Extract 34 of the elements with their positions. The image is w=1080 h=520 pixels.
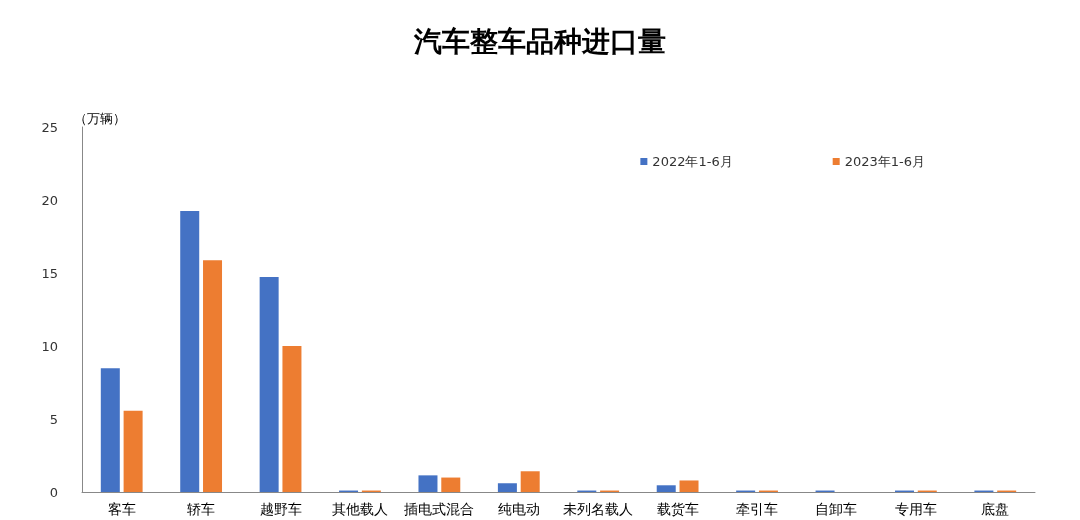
bar	[441, 477, 461, 492]
x-tick-label: 自卸车	[815, 501, 858, 517]
x-tick-label: 载货车	[656, 501, 699, 517]
legend-label: 2023年1-6月	[844, 154, 926, 169]
x-tick-label: 其他载人	[331, 501, 388, 517]
y-tick-label: 0	[49, 484, 58, 500]
bar	[418, 475, 438, 492]
y-tick-label: 10	[41, 338, 58, 354]
x-tick-label: 底盘	[981, 501, 1010, 517]
x-tick-label: 插电式混合	[404, 501, 475, 517]
y-tick-label: 15	[41, 265, 58, 281]
bar	[259, 276, 279, 492]
y-tick-label: 5	[49, 411, 58, 427]
x-tick-label: 客车	[107, 501, 136, 517]
y-tick-label: 20	[41, 192, 58, 208]
x-tick-label: 轿车	[187, 501, 216, 517]
chart-title: 汽车整车品种进口量	[413, 24, 666, 58]
bar	[656, 485, 676, 492]
x-tick-label: 未列名载人	[563, 501, 634, 517]
bar	[497, 483, 517, 492]
x-tick-label: 牵引车	[736, 501, 779, 517]
bar	[520, 471, 540, 492]
y-axis-title: （万辆）	[74, 111, 126, 126]
x-tick-label: 纯电动	[497, 501, 540, 517]
x-tick-label: 专用车	[894, 501, 937, 517]
bar	[123, 410, 143, 492]
bar	[679, 480, 699, 492]
y-tick-label: 25	[41, 119, 58, 135]
x-tick-label: 越野车	[259, 501, 302, 517]
bar	[282, 346, 302, 492]
legend-label: 2022年1-6月	[652, 154, 733, 169]
bar	[180, 211, 200, 492]
bar	[100, 368, 120, 492]
bar	[203, 260, 223, 492]
